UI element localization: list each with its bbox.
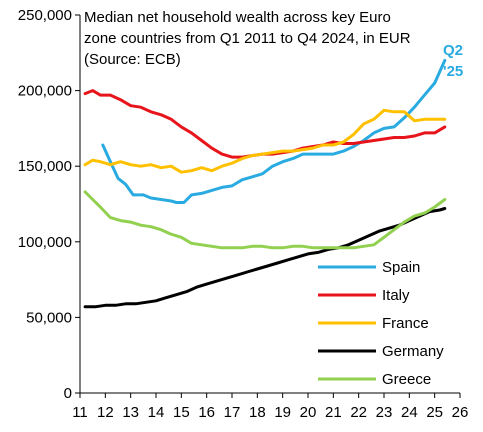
x-tick-label: 13 <box>122 404 139 421</box>
x-tick-label: 26 <box>452 404 469 421</box>
series-layer <box>83 58 447 309</box>
x-tick-label: 14 <box>148 404 165 421</box>
annotation-line: Q2 <box>443 42 463 59</box>
annotation-line: '25 <box>443 63 463 80</box>
series-line-france <box>83 108 447 174</box>
x-tick-label: 22 <box>350 404 367 421</box>
legend-label-spain: Spain <box>382 259 420 276</box>
x-tick-label: 11 <box>72 404 88 421</box>
y-tick-label: 250,000 <box>18 7 72 24</box>
x-tick-label: 12 <box>97 404 114 421</box>
y-tick-label: 200,000 <box>18 83 72 100</box>
legend-label-greece: Greece <box>382 371 431 388</box>
legend-label-france: France <box>382 315 429 332</box>
legend-label-italy: Italy <box>382 287 410 304</box>
y-axis: 0 50,000 100,000 150,000 200,000 250,000 <box>18 7 81 402</box>
x-tick-label: 19 <box>274 404 291 421</box>
x-tick-label: 23 <box>376 404 393 421</box>
series-line-spain <box>101 58 447 204</box>
x-tick-label: 16 <box>198 404 215 421</box>
x-tick-label: 24 <box>401 404 418 421</box>
x-tick-label: 25 <box>426 404 443 421</box>
legend: Spain Italy France Germany Greece <box>318 259 444 388</box>
x-tick-label: 18 <box>249 404 266 421</box>
chart-title-line: (Source: ECB) <box>84 51 181 68</box>
x-axis: 11 12 13 14 15 16 17 18 19 20 21 22 23 24 25 26 <box>72 392 469 421</box>
legend-label-germany: Germany <box>382 343 444 360</box>
chart-title-line: Median net household wealth across key E… <box>84 9 391 26</box>
y-tick-label: 100,000 <box>18 234 72 251</box>
x-tick-label: 15 <box>173 404 190 421</box>
y-tick-label: 150,000 <box>18 158 72 175</box>
chart-title: Median net household wealth across key E… <box>84 9 411 68</box>
latest-quarter-annotation: Q2'25 <box>443 42 463 80</box>
y-tick-label: 0 <box>64 385 72 402</box>
x-tick-label: 21 <box>325 404 342 421</box>
series-line-italy <box>83 89 447 159</box>
series-line-greece <box>83 190 447 250</box>
x-tick-label: 17 <box>224 404 241 421</box>
y-tick-label: 50,000 <box>26 309 72 326</box>
chart-title-line: zone countries from Q1 2011 to Q4 2024, … <box>84 30 411 47</box>
x-tick-label: 20 <box>300 404 317 421</box>
series-line-germany <box>83 207 447 309</box>
